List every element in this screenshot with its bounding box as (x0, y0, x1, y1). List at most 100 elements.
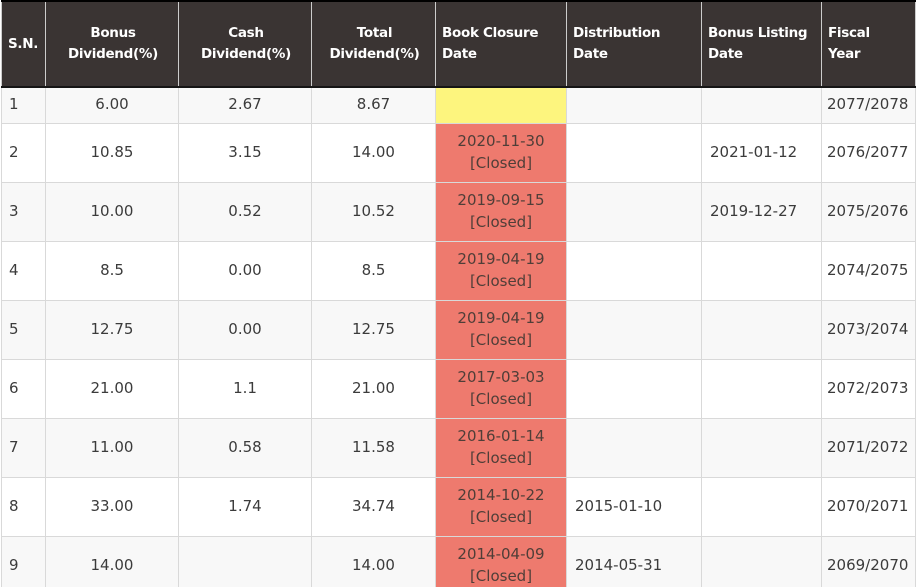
table-row: 7 11.00 0.58 11.58 2016-01-14 [Closed] 2… (1, 417, 916, 478)
sn-cell: 9 (1, 535, 46, 587)
distribution-date-cell (566, 240, 702, 301)
col-header-sn: S.N. (1, 0, 46, 88)
book-closure-cell: 2016-01-14 [Closed] (435, 417, 567, 478)
bonus-listing-date-cell (701, 476, 822, 537)
distribution-date-cell (566, 122, 702, 183)
header-label-line: Date (442, 46, 477, 62)
col-header-bonus-dividend: Bonus Dividend(%) (45, 0, 179, 88)
header-label-line: Book Closure (442, 25, 539, 42)
sn-cell: 4 (1, 240, 46, 301)
cash-dividend-cell: 0.58 (178, 417, 312, 478)
table-row: 6 21.00 1.1 21.00 2017-03-03 [Closed] 20… (1, 358, 916, 419)
header-label-line: S.N. (8, 35, 39, 52)
book-closure-status-text: [Closed] (469, 389, 533, 408)
book-closure-date-text: 2019-09-15 (457, 190, 545, 209)
book-closure-cell: 2019-04-19 [Closed] (435, 299, 567, 360)
cash-dividend-cell: 0.00 (178, 240, 312, 301)
book-closure-status-text: [Closed] (469, 212, 533, 231)
fiscal-year-cell: 2072/2073 (821, 358, 916, 419)
bonus-dividend-cell: 11.00 (45, 417, 179, 478)
header-label-line: Dividend(%) (68, 46, 158, 62)
header-label-line: Date (573, 46, 608, 62)
col-header-fiscal-year: Fiscal Year (821, 0, 916, 88)
total-dividend-cell: 12.75 (311, 299, 436, 360)
table-row: 3 10.00 0.52 10.52 2019-09-15 [Closed] 2… (1, 181, 916, 242)
bonus-listing-date-cell (701, 86, 822, 124)
book-closure-status-text: [Closed] (469, 330, 533, 349)
bonus-dividend-cell: 12.75 (45, 299, 179, 360)
fiscal-year-cell: 2069/2070 (821, 535, 916, 587)
total-dividend-cell: 14.00 (311, 535, 436, 587)
book-closure-cell: 2017-03-03 [Closed] (435, 358, 567, 419)
bonus-listing-date-cell (701, 299, 822, 360)
book-closure-date-text: 2014-04-09 (457, 544, 545, 563)
header-label-line: Date (708, 46, 743, 62)
book-closure-date-text: 2017-03-03 (457, 367, 545, 386)
fiscal-year-cell: 2077/2078 (821, 86, 916, 124)
distribution-date-cell (566, 86, 702, 124)
table-header-row: S.N. Bonus Dividend(%) Cash Dividend(%) To… (1, 0, 916, 88)
total-dividend-cell: 14.00 (311, 122, 436, 183)
total-dividend-cell: 34.74 (311, 476, 436, 537)
book-closure-cell: 2020-11-30 [Closed] (435, 122, 567, 183)
distribution-date-cell: 2014-05-31 (566, 535, 702, 587)
distribution-date-cell: 2015-01-10 (566, 476, 702, 537)
book-closure-date-text: 2020-11-30 (457, 131, 545, 150)
fiscal-year-cell: 2070/2071 (821, 476, 916, 537)
fiscal-year-cell: 2073/2074 (821, 299, 916, 360)
fiscal-year-cell: 2076/2077 (821, 122, 916, 183)
book-closure-cell: 2019-04-19 [Closed] (435, 240, 567, 301)
bonus-dividend-cell: 10.85 (45, 122, 179, 183)
bonus-listing-date-cell: 2019-12-27 (701, 181, 822, 242)
book-closure-date-text: 2019-04-19 (457, 308, 545, 327)
book-closure-date-text: 2014-10-22 (457, 485, 545, 504)
book-closure-status-text: [Closed] (469, 566, 533, 585)
book-closure-date-text: 2016-01-14 (457, 426, 545, 445)
table-row: 8 33.00 1.74 34.74 2014-10-22 [Closed] 2… (1, 476, 916, 537)
fiscal-year-cell: 2071/2072 (821, 417, 916, 478)
bonus-listing-date-cell (701, 417, 822, 478)
bonus-dividend-cell: 21.00 (45, 358, 179, 419)
col-header-distribution-date: Distribution Date (566, 0, 702, 88)
bonus-listing-date-cell (701, 535, 822, 587)
book-closure-cell (435, 86, 567, 124)
sn-cell: 8 (1, 476, 46, 537)
book-closure-date-text (438, 98, 564, 113)
bonus-listing-date-cell: 2021-01-12 (701, 122, 822, 183)
header-label-line: Fiscal (828, 25, 870, 42)
col-header-cash-dividend: Cash Dividend(%) (178, 0, 312, 88)
book-closure-date-text: 2019-04-19 (457, 249, 545, 268)
sn-cell: 1 (1, 86, 46, 124)
cash-dividend-cell (178, 535, 312, 587)
sn-cell: 5 (1, 299, 46, 360)
total-dividend-cell: 21.00 (311, 358, 436, 419)
total-dividend-cell: 10.52 (311, 181, 436, 242)
cash-dividend-cell: 1.74 (178, 476, 312, 537)
distribution-date-cell (566, 358, 702, 419)
table-row: 1 6.00 2.67 8.67 2077/2078 (1, 86, 916, 124)
book-closure-status-text: [Closed] (469, 507, 533, 526)
table-row: 5 12.75 0.00 12.75 2019-04-19 [Closed] 2… (1, 299, 916, 360)
cash-dividend-cell: 1.1 (178, 358, 312, 419)
bonus-dividend-cell: 6.00 (45, 86, 179, 124)
bonus-dividend-cell: 10.00 (45, 181, 179, 242)
header-label-line: Bonus Listing (708, 25, 808, 42)
cash-dividend-cell: 0.00 (178, 299, 312, 360)
book-closure-cell: 2014-04-09 [Closed] (435, 535, 567, 587)
col-header-book-closure-date: Book Closure Date (435, 0, 567, 88)
cash-dividend-cell: 2.67 (178, 86, 312, 124)
bonus-listing-date-cell (701, 240, 822, 301)
bonus-listing-date-cell (701, 358, 822, 419)
table-row: 4 8.5 0.00 8.5 2019-04-19 [Closed] 2074/… (1, 240, 916, 301)
book-closure-cell: 2014-10-22 [Closed] (435, 476, 567, 537)
header-label-line: Dividend(%) (201, 46, 291, 62)
table-row: 2 10.85 3.15 14.00 2020-11-30 [Closed] 2… (1, 122, 916, 183)
header-label-line: Dividend(%) (329, 46, 420, 62)
sn-cell: 3 (1, 181, 46, 242)
col-header-bonus-listing-date: Bonus Listing Date (701, 0, 822, 88)
header-label-line: Distribution (573, 25, 661, 42)
header-label-line: Bonus (90, 25, 136, 42)
bonus-dividend-cell: 14.00 (45, 535, 179, 587)
